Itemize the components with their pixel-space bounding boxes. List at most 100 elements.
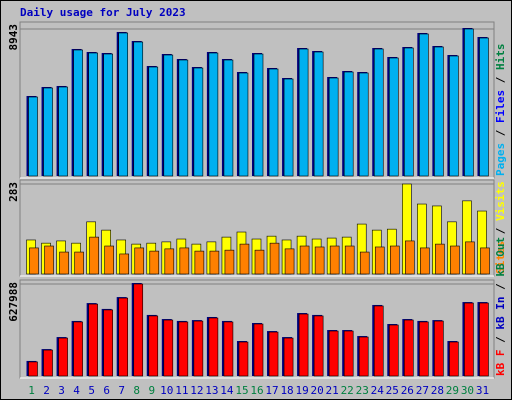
bar <box>404 47 414 177</box>
bar <box>223 59 234 177</box>
x-tick-label: 16 <box>250 384 263 397</box>
bar <box>193 320 204 377</box>
bar <box>388 57 399 177</box>
legend-entry: Files <box>494 90 507 123</box>
bar <box>299 245 310 275</box>
y-tick-label: 283 <box>7 182 20 202</box>
legend: Sites / Visits <box>494 181 507 274</box>
bar <box>88 52 98 177</box>
bar <box>373 305 384 377</box>
x-tick-label: 13 <box>205 384 218 397</box>
legend-entry: Sites <box>494 241 507 274</box>
x-tick-label: 4 <box>73 384 80 397</box>
bar <box>344 245 355 275</box>
x-tick-label: 24 <box>371 384 385 397</box>
bar <box>464 28 474 177</box>
bar <box>29 247 39 275</box>
x-tick-label: 9 <box>148 384 155 397</box>
bar <box>193 67 204 177</box>
bar <box>88 303 98 377</box>
bar <box>464 302 474 377</box>
bar <box>284 248 295 275</box>
x-tick-label: 10 <box>160 384 173 397</box>
x-tick-label: 8 <box>133 384 140 397</box>
bar <box>313 51 324 177</box>
bar <box>133 41 144 177</box>
bar <box>434 320 444 377</box>
legend-entry: kB F <box>494 350 507 377</box>
bar <box>269 242 280 275</box>
bar <box>253 323 264 377</box>
bar <box>358 72 369 177</box>
bar <box>268 331 279 377</box>
bar <box>119 253 130 275</box>
bar <box>374 246 385 275</box>
bar <box>103 53 113 177</box>
bar <box>419 33 429 177</box>
bar <box>194 250 205 275</box>
x-tick-label: 12 <box>190 384 203 397</box>
bar <box>58 337 68 377</box>
bar <box>329 245 340 275</box>
x-tick-label: 1 <box>28 384 35 397</box>
bar <box>449 341 459 377</box>
bar <box>59 251 69 275</box>
bar <box>359 251 370 275</box>
bar <box>373 48 384 177</box>
bar <box>43 349 53 377</box>
bar <box>268 68 279 177</box>
bar <box>239 243 250 275</box>
x-tick-label: 20 <box>311 384 324 397</box>
x-tick-label: 29 <box>446 384 459 397</box>
bar <box>343 71 354 177</box>
bar <box>480 247 490 275</box>
legend-separator: / <box>494 70 507 90</box>
bar <box>254 249 265 275</box>
legend: kB F / kB In / kB Out <box>494 237 507 376</box>
x-tick-label: 7 <box>118 384 125 397</box>
x-tick-label: 22 <box>341 384 354 397</box>
x-tick-label: 2 <box>43 384 50 397</box>
legend-entry: Visits <box>494 181 507 221</box>
x-tick-label: 26 <box>401 384 414 397</box>
bar <box>358 336 369 377</box>
bar <box>238 72 249 177</box>
legend-separator: / <box>494 330 507 350</box>
bar <box>388 324 399 377</box>
legend: Pages / Files / Hits <box>494 44 507 177</box>
bar <box>328 330 339 377</box>
bar <box>73 321 83 377</box>
legend-entry: Hits <box>494 44 507 71</box>
bar <box>89 236 99 275</box>
bar <box>58 86 68 177</box>
bar <box>208 52 219 177</box>
bar <box>179 247 190 275</box>
bar <box>134 247 145 275</box>
x-tick-label: 11 <box>175 384 188 397</box>
bar <box>133 283 144 377</box>
bar <box>208 317 219 377</box>
bar <box>118 297 129 377</box>
bar <box>164 248 175 275</box>
bar <box>149 250 160 275</box>
bar <box>298 48 309 177</box>
bar <box>44 245 54 275</box>
bar <box>103 309 113 377</box>
bar <box>389 245 400 275</box>
bar <box>313 315 324 377</box>
y-tick-label: 627988 <box>7 282 20 322</box>
bar <box>148 66 159 177</box>
bar <box>178 321 189 377</box>
bar <box>420 247 430 275</box>
x-tick-label: 27 <box>416 384 429 397</box>
legend-separator: / <box>494 221 507 241</box>
legend-separator: / <box>494 123 507 143</box>
bar <box>28 361 38 377</box>
legend-separator: / <box>494 277 507 297</box>
bar <box>283 78 294 177</box>
bar <box>404 319 414 377</box>
bar <box>104 245 114 275</box>
x-tick-label: 3 <box>58 384 65 397</box>
bar <box>479 302 489 377</box>
